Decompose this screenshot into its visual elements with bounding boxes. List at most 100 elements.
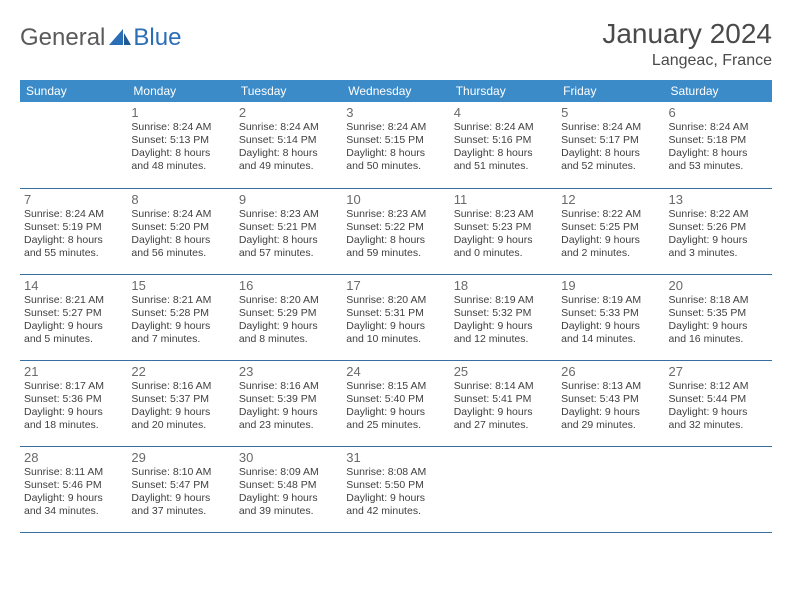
- calendar-header-row: SundayMondayTuesdayWednesdayThursdayFrid…: [20, 80, 772, 102]
- title-block: January 2024 Langeac, France: [602, 18, 772, 70]
- day-number: 7: [24, 192, 123, 207]
- calendar-week-row: 21Sunrise: 8:17 AMSunset: 5:36 PMDayligh…: [20, 360, 772, 446]
- brand-sail-icon: [109, 29, 131, 47]
- calendar-week-row: 1Sunrise: 8:24 AMSunset: 5:13 PMDaylight…: [20, 102, 772, 188]
- day-number: 3: [346, 105, 445, 120]
- day-header: Sunday: [20, 80, 127, 102]
- day-number: 2: [239, 105, 338, 120]
- calendar-day-cell: 13Sunrise: 8:22 AMSunset: 5:26 PMDayligh…: [665, 188, 772, 274]
- day-info: Sunrise: 8:21 AMSunset: 5:27 PMDaylight:…: [24, 294, 123, 347]
- calendar-day-cell: 15Sunrise: 8:21 AMSunset: 5:28 PMDayligh…: [127, 274, 234, 360]
- day-number: 26: [561, 364, 660, 379]
- day-number: 24: [346, 364, 445, 379]
- calendar-week-row: 28Sunrise: 8:11 AMSunset: 5:46 PMDayligh…: [20, 446, 772, 532]
- calendar-day-cell: 7Sunrise: 8:24 AMSunset: 5:19 PMDaylight…: [20, 188, 127, 274]
- calendar-week-row: 7Sunrise: 8:24 AMSunset: 5:19 PMDaylight…: [20, 188, 772, 274]
- day-info: Sunrise: 8:12 AMSunset: 5:44 PMDaylight:…: [669, 380, 768, 433]
- day-info: Sunrise: 8:22 AMSunset: 5:26 PMDaylight:…: [669, 208, 768, 261]
- calendar-day-cell: 23Sunrise: 8:16 AMSunset: 5:39 PMDayligh…: [235, 360, 342, 446]
- day-info: Sunrise: 8:10 AMSunset: 5:47 PMDaylight:…: [131, 466, 230, 519]
- calendar-day-cell: 20Sunrise: 8:18 AMSunset: 5:35 PMDayligh…: [665, 274, 772, 360]
- calendar-day-cell: 28Sunrise: 8:11 AMSunset: 5:46 PMDayligh…: [20, 446, 127, 532]
- location-label: Langeac, France: [602, 52, 772, 70]
- calendar-day-cell: [557, 446, 664, 532]
- calendar-day-cell: 2Sunrise: 8:24 AMSunset: 5:14 PMDaylight…: [235, 102, 342, 188]
- day-number: 21: [24, 364, 123, 379]
- day-number: 9: [239, 192, 338, 207]
- day-info: Sunrise: 8:20 AMSunset: 5:31 PMDaylight:…: [346, 294, 445, 347]
- calendar-day-cell: 18Sunrise: 8:19 AMSunset: 5:32 PMDayligh…: [450, 274, 557, 360]
- day-number: 25: [454, 364, 553, 379]
- day-header: Tuesday: [235, 80, 342, 102]
- calendar-day-cell: 9Sunrise: 8:23 AMSunset: 5:21 PMDaylight…: [235, 188, 342, 274]
- day-number: 15: [131, 278, 230, 293]
- brand-text-b: Blue: [133, 24, 181, 52]
- day-header: Wednesday: [342, 80, 449, 102]
- calendar-day-cell: 6Sunrise: 8:24 AMSunset: 5:18 PMDaylight…: [665, 102, 772, 188]
- day-info: Sunrise: 8:09 AMSunset: 5:48 PMDaylight:…: [239, 466, 338, 519]
- day-number: 11: [454, 192, 553, 207]
- day-number: 18: [454, 278, 553, 293]
- brand-logo: General Blue: [20, 24, 181, 52]
- day-info: Sunrise: 8:18 AMSunset: 5:35 PMDaylight:…: [669, 294, 768, 347]
- day-number: 23: [239, 364, 338, 379]
- day-header: Saturday: [665, 80, 772, 102]
- calendar-day-cell: 21Sunrise: 8:17 AMSunset: 5:36 PMDayligh…: [20, 360, 127, 446]
- calendar-day-cell: 4Sunrise: 8:24 AMSunset: 5:16 PMDaylight…: [450, 102, 557, 188]
- day-number: 29: [131, 450, 230, 465]
- calendar-day-cell: 24Sunrise: 8:15 AMSunset: 5:40 PMDayligh…: [342, 360, 449, 446]
- day-info: Sunrise: 8:23 AMSunset: 5:23 PMDaylight:…: [454, 208, 553, 261]
- day-number: 12: [561, 192, 660, 207]
- day-number: 19: [561, 278, 660, 293]
- day-info: Sunrise: 8:23 AMSunset: 5:22 PMDaylight:…: [346, 208, 445, 261]
- calendar-day-cell: 16Sunrise: 8:20 AMSunset: 5:29 PMDayligh…: [235, 274, 342, 360]
- day-info: Sunrise: 8:15 AMSunset: 5:40 PMDaylight:…: [346, 380, 445, 433]
- day-info: Sunrise: 8:22 AMSunset: 5:25 PMDaylight:…: [561, 208, 660, 261]
- day-info: Sunrise: 8:16 AMSunset: 5:39 PMDaylight:…: [239, 380, 338, 433]
- calendar-day-cell: 26Sunrise: 8:13 AMSunset: 5:43 PMDayligh…: [557, 360, 664, 446]
- day-number: 28: [24, 450, 123, 465]
- day-info: Sunrise: 8:23 AMSunset: 5:21 PMDaylight:…: [239, 208, 338, 261]
- day-info: Sunrise: 8:17 AMSunset: 5:36 PMDaylight:…: [24, 380, 123, 433]
- day-info: Sunrise: 8:24 AMSunset: 5:20 PMDaylight:…: [131, 208, 230, 261]
- day-header: Thursday: [450, 80, 557, 102]
- day-number: 1: [131, 105, 230, 120]
- calendar-body: 1Sunrise: 8:24 AMSunset: 5:13 PMDaylight…: [20, 102, 772, 532]
- day-info: Sunrise: 8:13 AMSunset: 5:43 PMDaylight:…: [561, 380, 660, 433]
- page-header: General Blue January 2024 Langeac, Franc…: [20, 18, 772, 70]
- day-info: Sunrise: 8:24 AMSunset: 5:19 PMDaylight:…: [24, 208, 123, 261]
- calendar-day-cell: 10Sunrise: 8:23 AMSunset: 5:22 PMDayligh…: [342, 188, 449, 274]
- day-number: 10: [346, 192, 445, 207]
- calendar-day-cell: 31Sunrise: 8:08 AMSunset: 5:50 PMDayligh…: [342, 446, 449, 532]
- calendar-day-cell: 25Sunrise: 8:14 AMSunset: 5:41 PMDayligh…: [450, 360, 557, 446]
- calendar-day-cell: 19Sunrise: 8:19 AMSunset: 5:33 PMDayligh…: [557, 274, 664, 360]
- day-number: 14: [24, 278, 123, 293]
- day-info: Sunrise: 8:19 AMSunset: 5:32 PMDaylight:…: [454, 294, 553, 347]
- calendar-day-cell: [20, 102, 127, 188]
- calendar-week-row: 14Sunrise: 8:21 AMSunset: 5:27 PMDayligh…: [20, 274, 772, 360]
- calendar-day-cell: 17Sunrise: 8:20 AMSunset: 5:31 PMDayligh…: [342, 274, 449, 360]
- day-info: Sunrise: 8:24 AMSunset: 5:17 PMDaylight:…: [561, 121, 660, 174]
- day-info: Sunrise: 8:21 AMSunset: 5:28 PMDaylight:…: [131, 294, 230, 347]
- day-info: Sunrise: 8:20 AMSunset: 5:29 PMDaylight:…: [239, 294, 338, 347]
- day-header: Monday: [127, 80, 234, 102]
- calendar-day-cell: 8Sunrise: 8:24 AMSunset: 5:20 PMDaylight…: [127, 188, 234, 274]
- calendar-day-cell: 3Sunrise: 8:24 AMSunset: 5:15 PMDaylight…: [342, 102, 449, 188]
- day-number: 13: [669, 192, 768, 207]
- day-number: 27: [669, 364, 768, 379]
- day-number: 4: [454, 105, 553, 120]
- day-header: Friday: [557, 80, 664, 102]
- day-info: Sunrise: 8:19 AMSunset: 5:33 PMDaylight:…: [561, 294, 660, 347]
- day-number: 5: [561, 105, 660, 120]
- calendar-day-cell: 27Sunrise: 8:12 AMSunset: 5:44 PMDayligh…: [665, 360, 772, 446]
- calendar-day-cell: 29Sunrise: 8:10 AMSunset: 5:47 PMDayligh…: [127, 446, 234, 532]
- month-title: January 2024: [602, 18, 772, 50]
- day-number: 22: [131, 364, 230, 379]
- day-number: 31: [346, 450, 445, 465]
- calendar-table: SundayMondayTuesdayWednesdayThursdayFrid…: [20, 80, 772, 533]
- day-number: 8: [131, 192, 230, 207]
- day-info: Sunrise: 8:11 AMSunset: 5:46 PMDaylight:…: [24, 466, 123, 519]
- calendar-day-cell: 1Sunrise: 8:24 AMSunset: 5:13 PMDaylight…: [127, 102, 234, 188]
- calendar-day-cell: 30Sunrise: 8:09 AMSunset: 5:48 PMDayligh…: [235, 446, 342, 532]
- day-info: Sunrise: 8:24 AMSunset: 5:16 PMDaylight:…: [454, 121, 553, 174]
